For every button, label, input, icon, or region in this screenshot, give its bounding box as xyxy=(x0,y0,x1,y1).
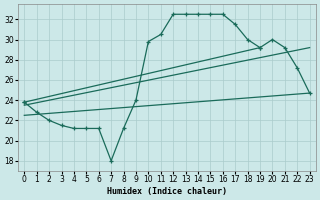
X-axis label: Humidex (Indice chaleur): Humidex (Indice chaleur) xyxy=(107,187,227,196)
